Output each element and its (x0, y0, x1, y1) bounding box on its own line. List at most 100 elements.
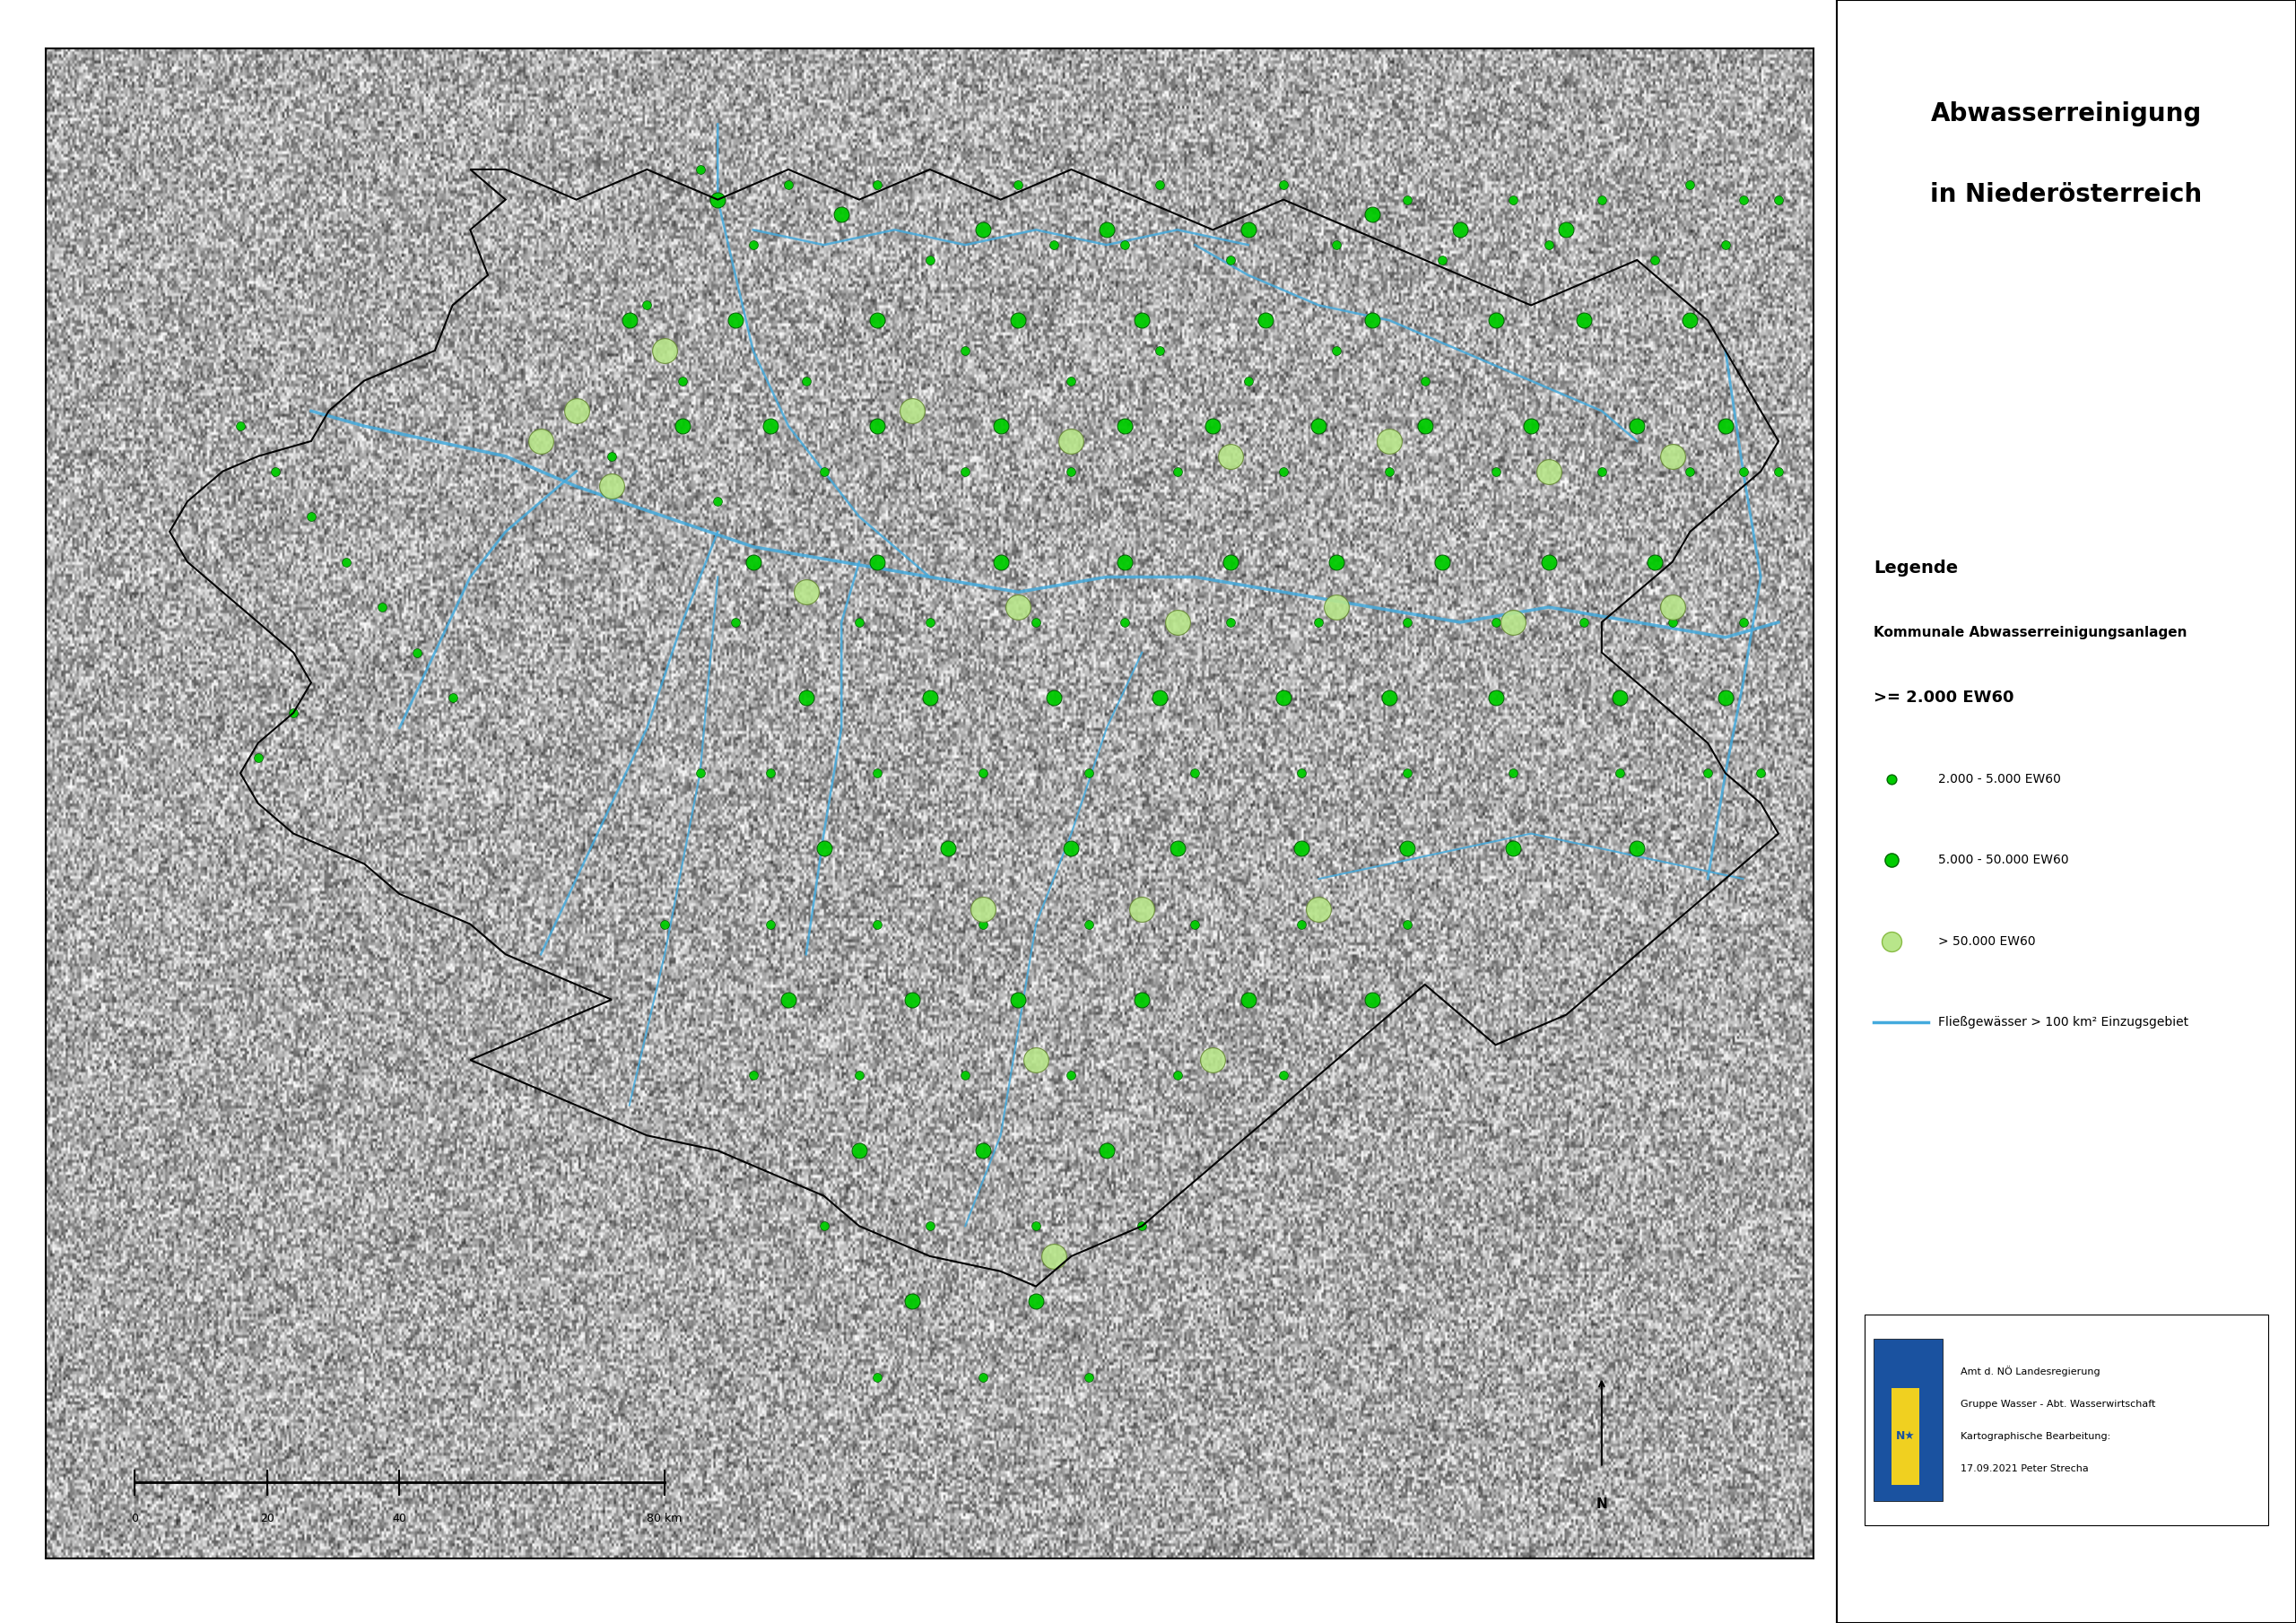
Point (1637, 247, 1674, 273)
Point (1724, 187, 1761, 213)
Point (328, 549, 365, 575)
Point (700, 489, 737, 514)
Point (1476, 685, 1513, 711)
Point (1107, 549, 1143, 575)
Point (788, 368, 824, 394)
Text: Gruppe Wasser - Abt. Wasserwirtschaft: Gruppe Wasser - Abt. Wasserwirtschaft (1961, 1399, 2156, 1409)
Point (1035, 232, 1072, 258)
Text: Kommunale Abwasserreinigungsanlagen: Kommunale Abwasserreinigungsanlagen (1874, 626, 2188, 639)
Point (983, 549, 1019, 575)
Point (806, 1212, 843, 1238)
Point (647, 911, 684, 936)
Point (769, 172, 806, 198)
Point (223, 412, 259, 438)
Point (1874, 766, 1910, 792)
Point (1389, 911, 1426, 936)
Point (1212, 549, 1249, 575)
Point (1513, 412, 1550, 438)
Point (1054, 1061, 1091, 1087)
Point (1566, 609, 1603, 635)
Point (1054, 458, 1091, 484)
Point (1690, 760, 1727, 786)
Text: Kartographische Bearbeitung:: Kartographische Bearbeitung: (1961, 1431, 2110, 1441)
Point (859, 911, 895, 936)
Point (1231, 368, 1267, 394)
Point (946, 338, 983, 364)
Point (363, 594, 400, 620)
Point (1070, 760, 1107, 786)
Point (1724, 458, 1761, 484)
Bar (1874, 1339, 1942, 1501)
Point (1123, 1212, 1159, 1238)
Point (735, 232, 771, 258)
Point (1265, 458, 1302, 484)
Point (1653, 594, 1690, 620)
Point (1088, 1138, 1125, 1164)
Point (1159, 609, 1196, 635)
Point (1407, 368, 1444, 394)
Point (1283, 836, 1320, 862)
Point (1761, 187, 1798, 213)
Point (1653, 609, 1690, 635)
Text: 17.09.2021 Peter Strecha: 17.09.2021 Peter Strecha (1961, 1464, 2089, 1474)
Point (964, 1138, 1001, 1164)
Point (788, 579, 824, 605)
Point (664, 368, 700, 394)
Point (859, 1363, 895, 1389)
Point (1300, 609, 1336, 635)
Point (1054, 368, 1091, 394)
Point (806, 836, 843, 862)
Point (294, 503, 331, 529)
Point (1371, 458, 1407, 484)
Point (964, 1363, 1001, 1389)
Point (1495, 609, 1531, 635)
Point (1212, 609, 1249, 635)
Text: 80 km: 80 km (647, 1513, 682, 1524)
Point (912, 247, 948, 273)
Point (700, 187, 737, 213)
Point (1141, 685, 1178, 711)
Point (946, 1061, 983, 1087)
Point (1178, 911, 1215, 936)
Point (1671, 172, 1708, 198)
Point (1495, 760, 1531, 786)
Point (788, 685, 824, 711)
Point (1389, 609, 1426, 635)
Text: > 50.000 EW60: > 50.000 EW60 (1938, 935, 2034, 948)
Point (1283, 760, 1320, 786)
Point (1141, 172, 1178, 198)
Point (682, 760, 719, 786)
Point (1123, 307, 1159, 333)
Point (964, 896, 1001, 922)
Point (276, 700, 312, 725)
Point (1653, 443, 1690, 469)
Point (1637, 549, 1674, 575)
Text: N: N (1596, 1498, 1607, 1511)
Point (1495, 187, 1531, 213)
Text: Legende: Legende (1874, 560, 1958, 576)
Point (840, 609, 877, 635)
Point (859, 760, 895, 786)
Point (434, 685, 471, 711)
Point (1531, 458, 1568, 484)
Point (1123, 987, 1159, 1013)
Point (558, 398, 595, 424)
Point (1318, 549, 1355, 575)
Point (257, 458, 294, 484)
Point (1107, 232, 1143, 258)
Text: Amt d. NÖ Landesregierung: Amt d. NÖ Landesregierung (1961, 1367, 2101, 1376)
Point (1548, 217, 1584, 243)
Point (964, 911, 1001, 936)
Text: Abwasserreinigung: Abwasserreinigung (1931, 101, 2202, 127)
Point (611, 307, 647, 333)
Point (1442, 217, 1479, 243)
Text: 0: 0 (131, 1513, 138, 1524)
Point (840, 1061, 877, 1087)
Point (930, 836, 967, 862)
Point (912, 1212, 948, 1238)
Point (1107, 412, 1143, 438)
Point (1017, 1289, 1054, 1315)
Point (1566, 307, 1603, 333)
Point (1283, 911, 1320, 936)
Point (1476, 458, 1513, 484)
